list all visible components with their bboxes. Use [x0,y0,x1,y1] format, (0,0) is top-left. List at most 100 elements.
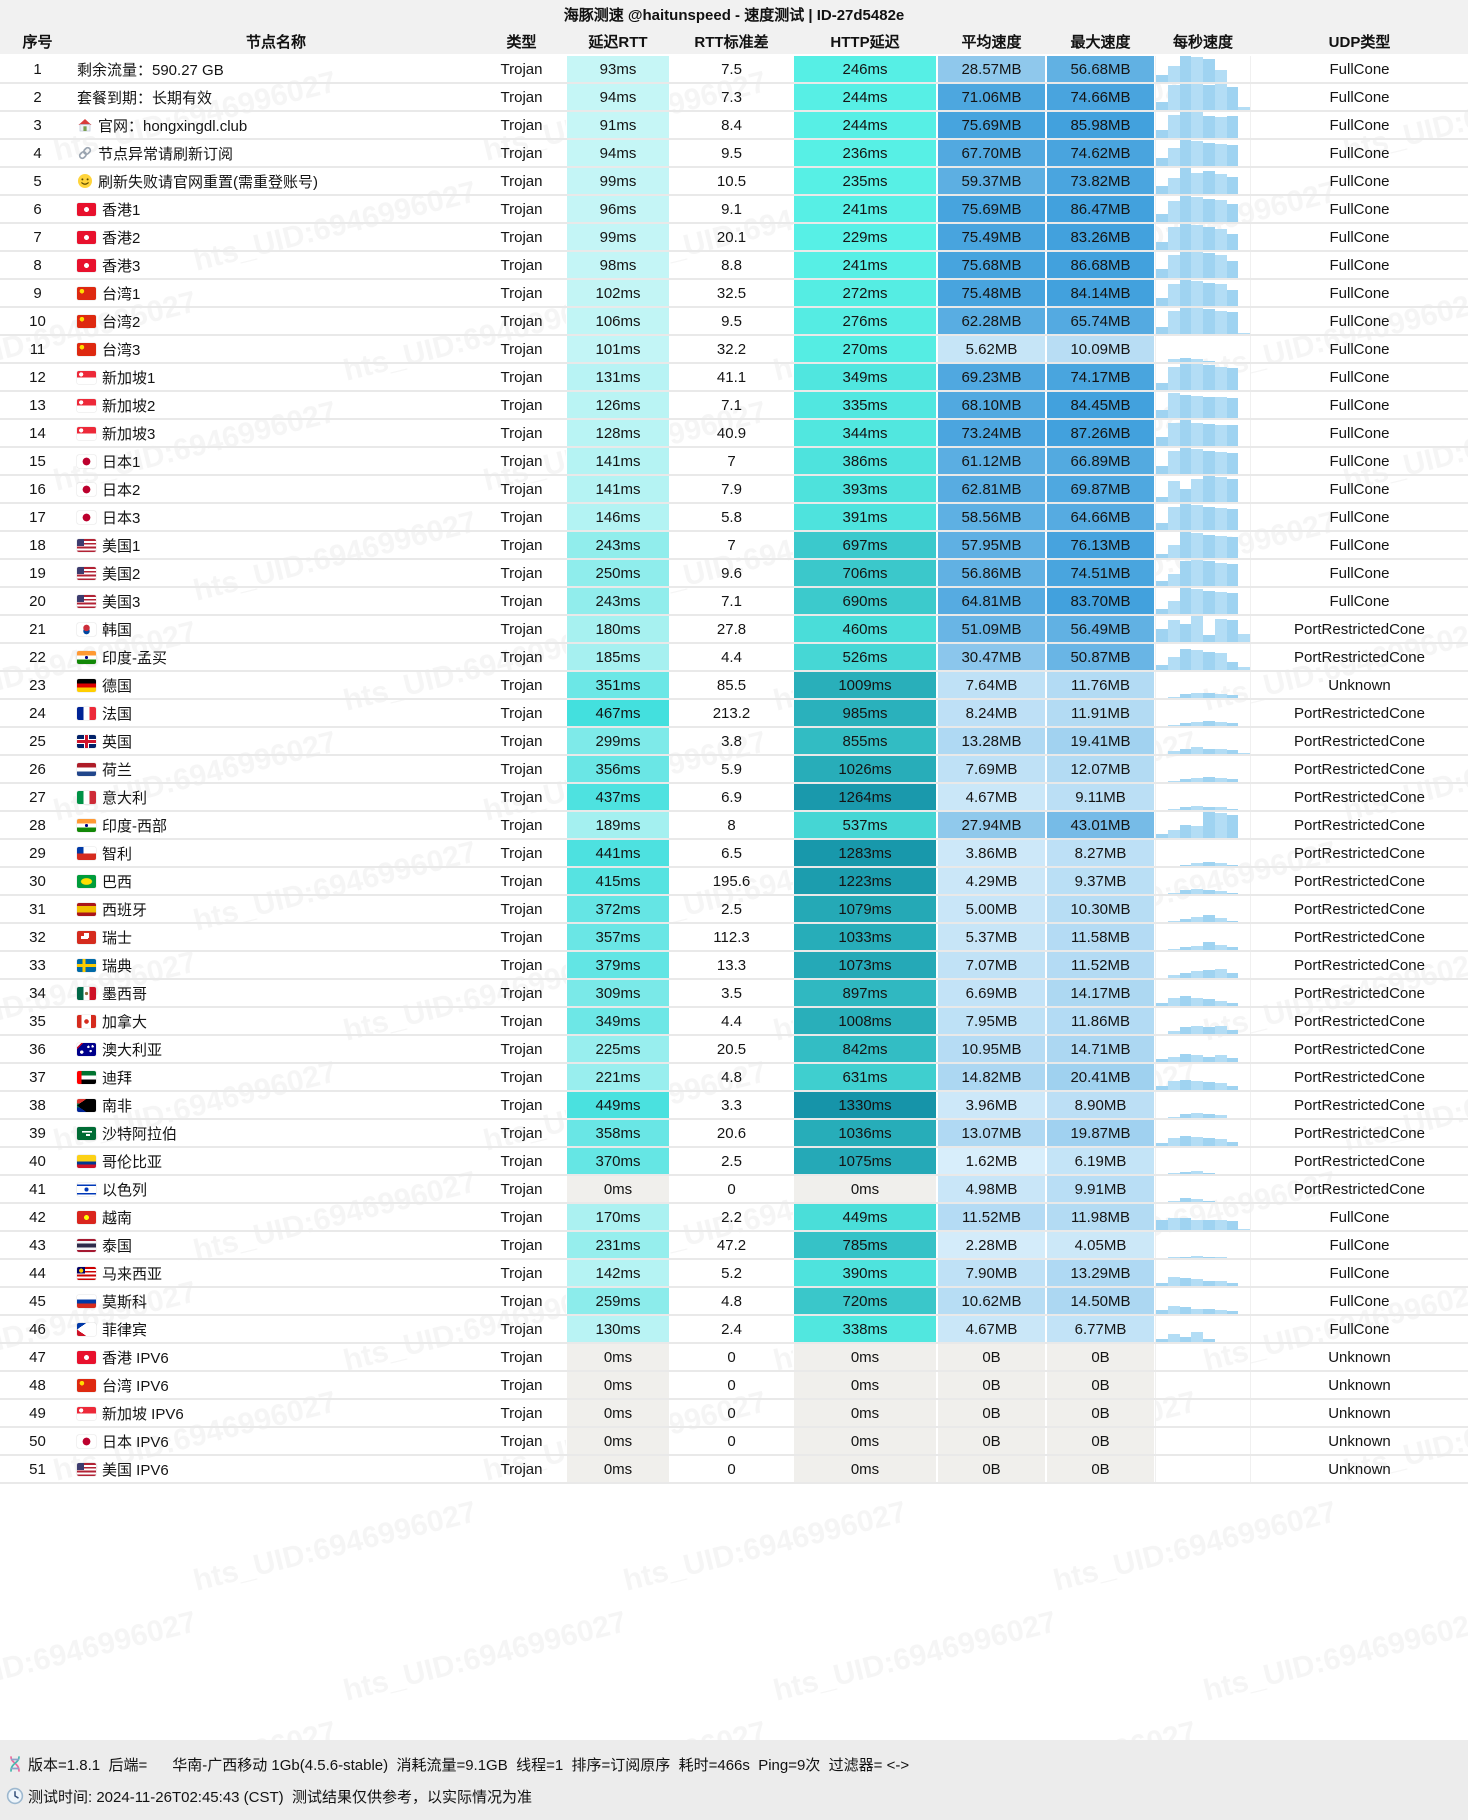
http-delay-cell: 855ms [793,728,937,754]
us-flag-icon [77,1462,96,1476]
udp-type-cell: FullCone [1329,88,1390,106]
watermark-text: hts_UID:6946996027 [1200,1605,1468,1708]
speed-bar [1203,1220,1215,1230]
my-flag-icon [77,1266,96,1280]
rtt-std-cell: 7.3 [721,88,742,106]
rtt-cell: 358ms [566,1120,670,1146]
http-delay-cell: 344ms [793,420,937,446]
speed-bars-cell [1155,476,1251,502]
http-delay-cell: 338ms [793,1316,937,1342]
http-delay-cell: 706ms [793,560,937,586]
max-speed-cell: 8.27MB [1046,840,1155,866]
node-name-label: 哥伦比亚 [102,1153,163,1171]
type-cell: Trojan [500,1068,543,1086]
ch-flag-icon [77,930,96,944]
table-row: 9 台湾1 Trojan 102ms 32.5 272ms 75.48MB 84.14MB Fu… [0,280,1468,308]
rtt-std-cell: 7.9 [721,480,742,498]
column-header: 每秒速度 [1172,33,1233,51]
node-name-label: 台湾2 [102,313,141,331]
speed-bar [1203,116,1215,138]
avg-speed-cell: 75.68MB [937,252,1046,278]
avg-speed-cell: 51.09MB [937,616,1046,642]
speed-bar [1179,1218,1192,1230]
footer-time-text: 测试时间: 2024-11-26T02:45:43 (CST) 测试结果仅供参考… [28,1788,532,1806]
speed-bar [1167,601,1180,614]
speed-bar [1179,84,1192,110]
speed-bar [1179,1054,1192,1062]
speed-bar [1203,970,1215,978]
speed-bar [1203,199,1215,222]
type-cell: Trojan [500,928,543,946]
avg-speed-cell: 4.67MB [937,784,1046,810]
speed-bar [1179,749,1192,754]
speed-bars-cell [1155,1092,1251,1118]
node-name-cell: 日本3 [75,504,477,530]
se-flag-icon [77,958,96,972]
speed-bar [1214,1026,1227,1034]
speed-bar [1191,533,1203,558]
speed-bar [1167,1277,1180,1286]
node-name-label: 日本2 [102,481,141,499]
node-name-cell: 台湾1 [75,280,477,306]
row-index-cell: 15 [29,452,46,470]
column-header: 类型 [506,33,537,51]
avg-speed-cell: 62.28MB [937,308,1046,334]
speed-bar [1191,889,1203,894]
speed-bar [1191,1171,1203,1174]
row-index-cell: 12 [29,368,46,386]
mx-flag-icon [77,986,96,1000]
table-row: 3 官网：hongxingdl.club Trojan 91ms 8.4 244ms 75.… [0,112,1468,140]
speed-bar [1167,1081,1180,1090]
table-row: 23 德国 Trojan 351ms 85.5 1009ms 7.64MB 11.76MB Un… [0,672,1468,700]
rtt-std-cell: 85.5 [716,676,747,694]
http-delay-cell: 1026ms [793,756,937,782]
rtt-cell: 370ms [566,1148,670,1174]
speed-bar [1167,697,1180,698]
speed-bar [1179,1080,1192,1090]
rtt-cell: 126ms [566,392,670,418]
speed-bar [1156,158,1168,166]
row-index-cell: 46 [29,1320,46,1338]
row-index-cell: 35 [29,1012,46,1030]
speed-bar [1214,813,1227,838]
rtt-cell: 106ms [566,308,670,334]
table-row: 45 莫斯科 Trojan 259ms 4.8 720ms 10.62MB 14.50MB Fu… [0,1288,1468,1316]
node-name-cell: 美国 IPV6 [75,1456,477,1482]
row-index-cell: 50 [29,1432,46,1450]
node-name-cell: 巴西 [75,868,477,894]
avg-speed-cell: 73.24MB [937,420,1046,446]
speed-bar [1179,649,1192,670]
speed-bar [1191,998,1203,1006]
speed-bar [1214,1001,1227,1006]
speed-bar [1156,609,1168,614]
row-index-cell: 48 [29,1376,46,1394]
watermark-text: hts_UID:6946996027 [620,1495,910,1598]
speed-bar [1156,327,1168,334]
udp-type-cell: PortRestrictedCone [1294,816,1425,834]
rtt-cell: 0ms [566,1372,670,1398]
speed-bar [1191,778,1203,782]
speed-bar [1179,1307,1192,1314]
speed-bar [1226,204,1239,222]
speed-bars-cell [1155,364,1251,390]
rtt-std-cell: 27.8 [716,620,747,638]
node-name-label: 法国 [102,705,133,723]
type-cell: Trojan [500,648,543,666]
max-speed-cell: 50.87MB [1046,644,1155,670]
type-cell: Trojan [500,592,543,610]
rtt-std-cell: 9.6 [721,564,742,582]
max-speed-cell: 86.47MB [1046,196,1155,222]
speed-bars-cell [1155,728,1251,754]
rtt-cell: 299ms [566,728,670,754]
type-cell: Trojan [500,1180,543,1198]
max-speed-cell: 11.98MB [1046,1204,1155,1230]
rtt-std-cell: 20.6 [716,1124,747,1142]
sg-flag-icon [77,398,96,412]
max-speed-cell: 76.13MB [1046,532,1155,558]
node-name-label: 英国 [102,733,133,751]
udp-type-cell: PortRestrictedCone [1294,620,1425,638]
type-cell: Trojan [500,172,543,190]
speed-bar [1156,497,1168,502]
rtt-std-cell: 7 [727,452,736,470]
